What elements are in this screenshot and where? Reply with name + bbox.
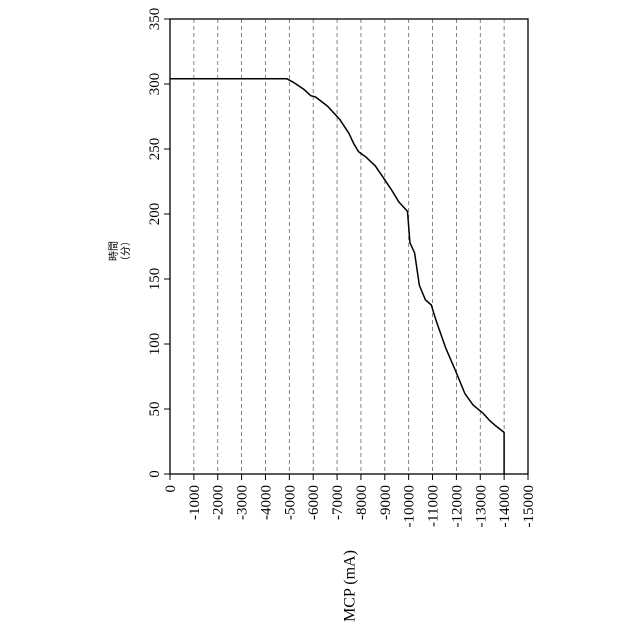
y-axis-label-line2: （分） <box>120 236 132 266</box>
y-tick-label: 350 <box>147 8 163 31</box>
x-tick-label: -9000 <box>378 485 394 520</box>
y-tick-label: 300 <box>147 73 163 96</box>
y-axis-ticks: 0 50 100 150 200 250 300 350 <box>147 8 170 478</box>
y-axis-label-line1: 時間 <box>108 241 120 261</box>
y-tick-label: 250 <box>147 138 163 161</box>
x-tick-label: -7000 <box>330 485 346 520</box>
x-tick-label: -2000 <box>211 485 227 520</box>
x-tick-label: -10000 <box>402 485 418 528</box>
x-tick-label: -8000 <box>354 485 370 520</box>
y-tick-label: 200 <box>147 203 163 226</box>
y-axis-label: 時間 （分） <box>108 236 132 266</box>
x-tick-label: -1000 <box>187 485 203 520</box>
grid-lines <box>194 19 504 474</box>
x-tick-label: -11000 <box>426 485 442 527</box>
x-axis-ticks: 0 -1000 -2000 -3000 -4000 -5000 -6000 -7000 -800… <box>163 474 537 528</box>
y-tick-label: 50 <box>147 402 163 417</box>
x-tick-label: -13000 <box>473 485 489 528</box>
y-tick-label: 0 <box>147 470 163 478</box>
x-tick-label: -12000 <box>449 485 465 528</box>
x-tick-label: -5000 <box>282 485 298 520</box>
x-axis-label: MCP (mA) <box>342 550 359 622</box>
x-tick-label: -4000 <box>258 485 274 520</box>
x-tick-label: -14000 <box>497 485 513 528</box>
y-tick-label: 100 <box>147 333 163 356</box>
x-tick-label: -15000 <box>521 485 537 528</box>
x-tick-label: -6000 <box>306 485 322 520</box>
x-tick-label: -3000 <box>235 485 251 520</box>
x-tick-label: 0 <box>163 485 179 493</box>
y-tick-label: 150 <box>147 268 163 291</box>
